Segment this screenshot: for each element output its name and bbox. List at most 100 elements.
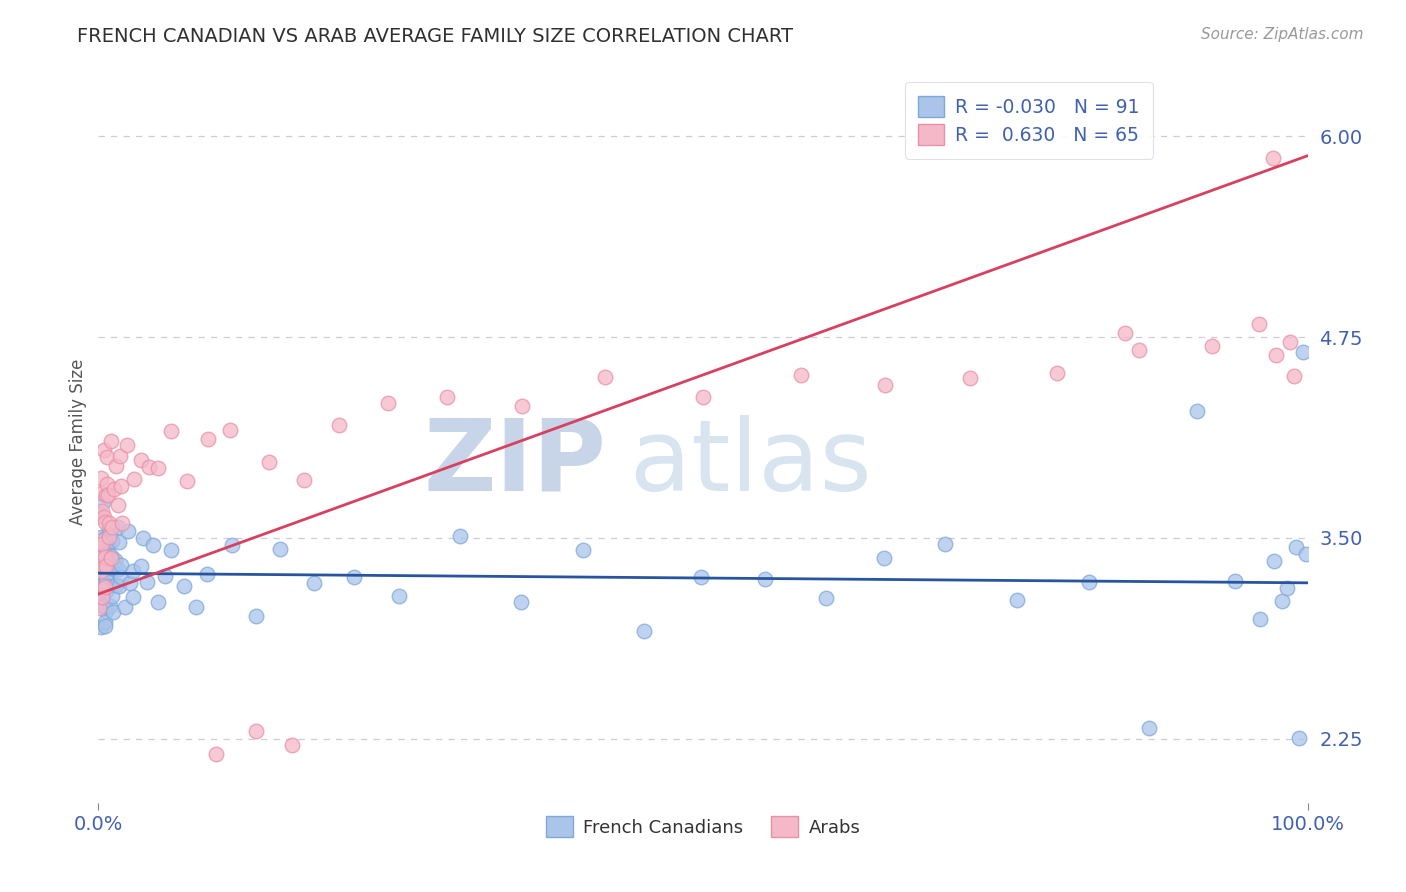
Point — [90, 549, 112, 564]
Point — [89, 533, 111, 548]
Point — [449, 529, 471, 543]
Point — [873, 551, 896, 566]
Point — [104, 553, 127, 567]
Point — [100, 551, 122, 566]
Point — [107, 562, 129, 576]
Point — [108, 534, 131, 549]
Text: atlas: atlas — [630, 415, 872, 512]
Point — [94, 550, 117, 565]
Point — [219, 423, 242, 437]
Point — [388, 590, 411, 604]
Point — [100, 434, 122, 448]
Point — [87, 545, 110, 559]
Point — [98, 599, 121, 614]
Point — [959, 371, 981, 385]
Point — [90, 582, 112, 596]
Point — [108, 449, 131, 463]
Point — [93, 532, 115, 546]
Point — [281, 739, 304, 753]
Legend: French Canadians, Arabs: French Canadians, Arabs — [538, 809, 868, 845]
Point — [754, 572, 776, 586]
Point — [96, 560, 118, 574]
Point — [1271, 594, 1294, 608]
Point — [94, 619, 117, 633]
Point — [1285, 540, 1308, 554]
Point — [377, 396, 399, 410]
Point — [1288, 731, 1310, 745]
Point — [1128, 343, 1150, 357]
Point — [101, 533, 124, 548]
Point — [197, 432, 219, 446]
Point — [873, 377, 896, 392]
Point — [342, 570, 364, 584]
Point — [94, 599, 117, 614]
Point — [1078, 574, 1101, 589]
Point — [89, 590, 111, 604]
Point — [100, 549, 122, 563]
Point — [138, 460, 160, 475]
Point — [1137, 721, 1160, 735]
Point — [110, 558, 132, 572]
Point — [87, 509, 110, 524]
Point — [593, 370, 616, 384]
Point — [302, 576, 325, 591]
Point — [122, 472, 145, 486]
Point — [100, 589, 122, 603]
Point — [94, 515, 117, 529]
Point — [110, 570, 132, 584]
Point — [328, 417, 350, 432]
Point — [135, 574, 157, 589]
Point — [90, 536, 112, 550]
Point — [93, 510, 115, 524]
Point — [153, 569, 176, 583]
Point — [90, 565, 112, 579]
Point — [96, 476, 118, 491]
Point — [90, 564, 112, 578]
Point — [1223, 574, 1246, 589]
Point — [94, 555, 117, 569]
Point — [160, 424, 183, 438]
Point — [89, 571, 111, 585]
Point — [93, 495, 115, 509]
Point — [184, 599, 207, 614]
Point — [107, 499, 129, 513]
Point — [245, 609, 267, 624]
Point — [934, 536, 956, 550]
Point — [1264, 348, 1286, 362]
Point — [122, 591, 145, 605]
Point — [1292, 344, 1315, 359]
Point — [195, 566, 218, 581]
Point — [120, 576, 142, 591]
Point — [97, 553, 120, 567]
Point — [146, 460, 169, 475]
Point — [94, 570, 117, 584]
Point — [96, 534, 118, 549]
Point — [103, 605, 125, 619]
Point — [94, 488, 117, 502]
Point — [103, 482, 125, 496]
Point — [692, 390, 714, 404]
Point — [1295, 547, 1317, 561]
Point — [633, 624, 655, 639]
Point — [1201, 339, 1223, 353]
Point — [93, 580, 115, 594]
Point — [107, 579, 129, 593]
Point — [790, 368, 813, 383]
Point — [436, 390, 458, 404]
Point — [97, 521, 120, 535]
Point — [101, 551, 124, 566]
Point — [1249, 612, 1271, 626]
Point — [1278, 334, 1301, 349]
Point — [93, 540, 115, 554]
Point — [292, 473, 315, 487]
Point — [146, 595, 169, 609]
Point — [204, 747, 226, 762]
Point — [510, 595, 533, 609]
Point — [1005, 593, 1028, 607]
Point — [1261, 152, 1284, 166]
Point — [115, 438, 138, 452]
Point — [173, 579, 195, 593]
Point — [96, 450, 118, 464]
Point — [110, 478, 132, 492]
Point — [1275, 582, 1298, 596]
